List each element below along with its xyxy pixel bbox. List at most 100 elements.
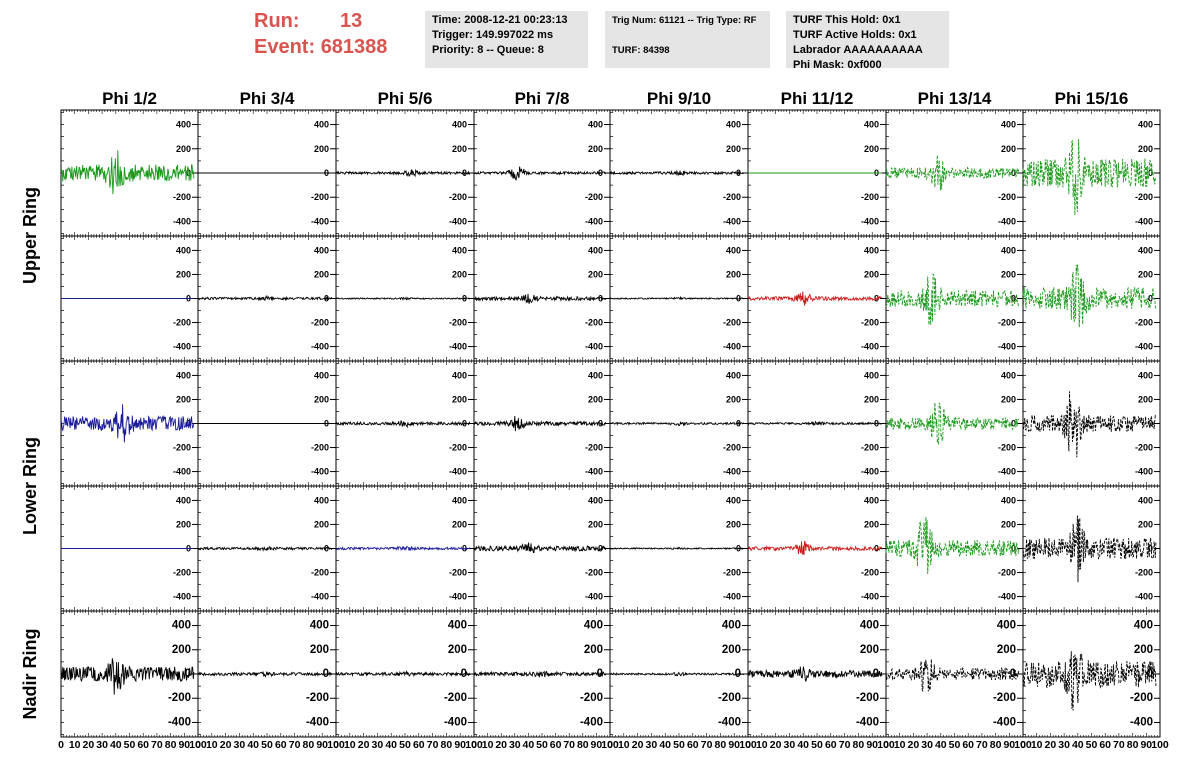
column-title: Phi 13/14: [918, 89, 992, 108]
y-tick-label: -400: [449, 467, 467, 477]
y-tick-label: -200: [449, 192, 467, 202]
y-tick-label: 200: [726, 269, 741, 279]
waveform-trace: [335, 296, 471, 301]
y-tick-label: -200: [998, 192, 1016, 202]
y-tick-label: -200: [449, 443, 467, 453]
y-tick-label: -200: [861, 443, 879, 453]
y-tick-label: -200: [1130, 692, 1153, 704]
waveform-trace: [609, 421, 745, 427]
y-tick-label: -400: [585, 342, 603, 352]
y-tick-label: -400: [861, 467, 879, 477]
y-tick-label: -200: [998, 443, 1016, 453]
waveform-trace: [60, 658, 195, 695]
y-tick-label: 400: [314, 120, 329, 130]
y-tick-label: -400: [449, 216, 467, 226]
y-tick-label: 200: [722, 644, 741, 656]
y-tick-label: -200: [449, 318, 467, 328]
y-tick-label: -400: [1135, 592, 1153, 602]
y-tick-label: 0: [1147, 668, 1153, 680]
y-tick-label: 0: [1148, 168, 1153, 178]
priority-line: Priority: 8 -- Queue: 8: [432, 44, 544, 56]
run-event-label: Run: 13 Event: 681388: [254, 8, 424, 60]
y-tick-label: -200: [585, 443, 603, 453]
y-tick-label: 200: [1001, 394, 1016, 404]
phi-mask-line: Phi Mask: 0xf000: [793, 59, 882, 71]
waveform-trace: [885, 659, 1020, 692]
trigger-line: Trigger: 149.997022 ms: [432, 29, 554, 41]
y-tick-label: -400: [311, 342, 329, 352]
y-tick-label: -200: [585, 318, 603, 328]
y-tick-label: 400: [584, 620, 603, 632]
y-tick-label: -200: [861, 318, 879, 328]
y-tick-label: 400: [726, 495, 741, 505]
y-tick-label: 400: [726, 120, 741, 130]
y-tick-label: -400: [311, 467, 329, 477]
y-tick-label: 400: [997, 620, 1016, 632]
y-tick-label: -200: [444, 692, 467, 704]
y-tick-label: 200: [864, 269, 879, 279]
y-tick-label: -400: [998, 342, 1016, 352]
y-tick-label: 200: [1134, 644, 1153, 656]
y-tick-label: -200: [311, 318, 329, 328]
y-tick-label: -400: [723, 467, 741, 477]
y-tick-label: -200: [1135, 568, 1153, 578]
y-tick-label: -200: [173, 568, 191, 578]
y-tick-label: 400: [1001, 245, 1016, 255]
y-tick-label: 0: [1010, 668, 1016, 680]
y-tick-label: 400: [314, 245, 329, 255]
y-tick-label: 400: [864, 370, 879, 380]
y-tick-label: -200: [168, 692, 191, 704]
y-tick-label: 400: [176, 245, 191, 255]
y-tick-label: 200: [1138, 394, 1153, 404]
y-tick-label: 0: [598, 294, 603, 304]
y-tick-label: 0: [1011, 544, 1016, 554]
waveform-trace: [1022, 264, 1157, 328]
y-tick-label: 0: [1011, 168, 1016, 178]
waveform-trace: [335, 545, 471, 552]
waveform-trace: [609, 295, 745, 301]
y-tick-label: 400: [452, 370, 467, 380]
event-value: 681388: [320, 36, 388, 58]
y-tick-label: -200: [993, 692, 1016, 704]
labrador-line: Labrador AAAAAAAAAA: [793, 44, 923, 56]
run-label: Run:: [254, 10, 300, 32]
y-tick-label: 0: [1148, 544, 1153, 554]
y-tick-label: 200: [452, 144, 467, 154]
y-tick-label: -200: [861, 568, 879, 578]
y-tick-label: -200: [998, 568, 1016, 578]
y-tick-label: 400: [310, 620, 329, 632]
waveform-trace: [197, 671, 333, 678]
column-title: Phi 9/10: [647, 89, 711, 108]
y-tick-label: -400: [723, 342, 741, 352]
y-tick-label: 400: [864, 120, 879, 130]
y-tick-label: -400: [718, 716, 741, 728]
y-tick-label: 0: [185, 668, 191, 680]
y-tick-label: 400: [1138, 245, 1153, 255]
y-tick-label: -200: [585, 568, 603, 578]
y-tick-label: 400: [176, 370, 191, 380]
y-tick-label: 400: [1001, 120, 1016, 130]
waveform-trace: [747, 666, 883, 682]
y-tick-label: 200: [588, 269, 603, 279]
waveform-trace: [335, 168, 471, 178]
y-tick-label: -400: [856, 716, 879, 728]
